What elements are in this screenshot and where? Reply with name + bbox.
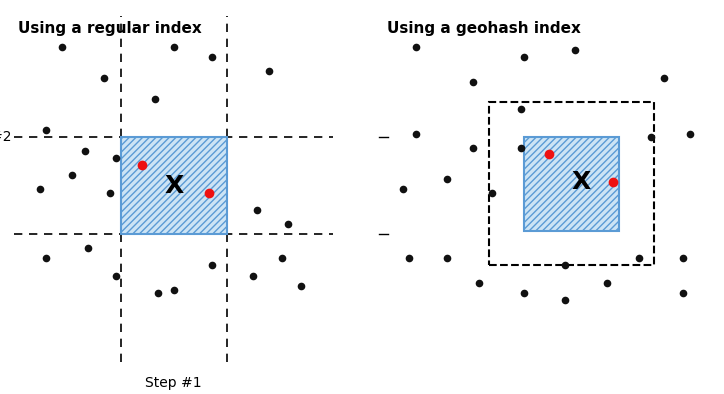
- Bar: [121, 137, 227, 234]
- Bar: [489, 102, 654, 266]
- Text: X: X: [164, 174, 183, 198]
- Bar: [524, 137, 620, 231]
- Text: Step #1: Step #1: [146, 376, 202, 390]
- Text: X: X: [572, 170, 591, 194]
- Text: Using a geohash index: Using a geohash index: [387, 21, 581, 36]
- Text: Step #2: Step #2: [0, 130, 12, 144]
- Text: Using a regular index: Using a regular index: [17, 21, 201, 36]
